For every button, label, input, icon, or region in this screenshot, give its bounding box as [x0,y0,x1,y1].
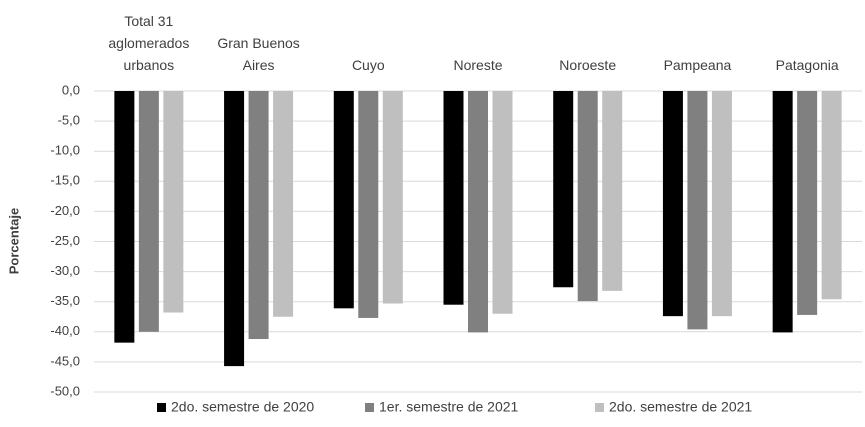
legend-label: 2do. semestre de 2021 [609,399,752,415]
x-tick-label: Noreste [453,57,503,73]
bar [163,91,184,313]
bar [602,91,623,291]
y-tick-label: 0,0 [62,82,80,97]
legend-label: 2do. semestre de 2020 [171,399,314,415]
bar [358,91,379,318]
bar [138,91,159,332]
y-tick-label: -20,0 [50,203,80,218]
legend-swatch [365,403,374,412]
bar [224,91,245,367]
bar [273,91,294,317]
x-tick-label: Patagonia [775,57,839,73]
bar [382,91,403,304]
bar [114,91,135,343]
bar [553,91,574,288]
x-tick-label: Gran Buenos Aires [217,35,300,73]
y-tick-label: -15,0 [50,173,80,188]
bar [797,91,818,315]
y-tick-label: -50,0 [50,383,80,398]
bar [772,91,793,333]
y-tick-label: -5,0 [58,113,80,128]
bar [711,91,732,317]
bar [492,91,513,314]
y-tick-label: -25,0 [50,233,80,248]
y-tick-label: -40,0 [50,323,80,338]
y-tick-label: -35,0 [50,293,80,308]
bar [821,91,842,300]
legend-swatch [595,403,604,412]
bar [468,91,488,333]
x-tick-label: Noroeste [559,57,617,73]
bar [443,91,464,305]
x-tick-label: Cuyo [351,57,385,73]
x-tick-label: Total 31 aglomerados urbanos [108,13,190,73]
y-tick-label: -30,0 [50,263,80,278]
y-axis-title: Porcentaje [6,208,21,274]
y-tick-label: -10,0 [50,143,80,158]
bar [248,91,269,340]
y-tick-label: -45,0 [50,353,80,368]
bar [662,91,683,317]
x-tick-label: Pampeana [663,57,732,73]
legend-label: 1er. semestre de 2021 [379,399,519,415]
bar [687,91,708,330]
bar [577,91,598,302]
bar [333,91,354,309]
legend-swatch [157,403,166,412]
